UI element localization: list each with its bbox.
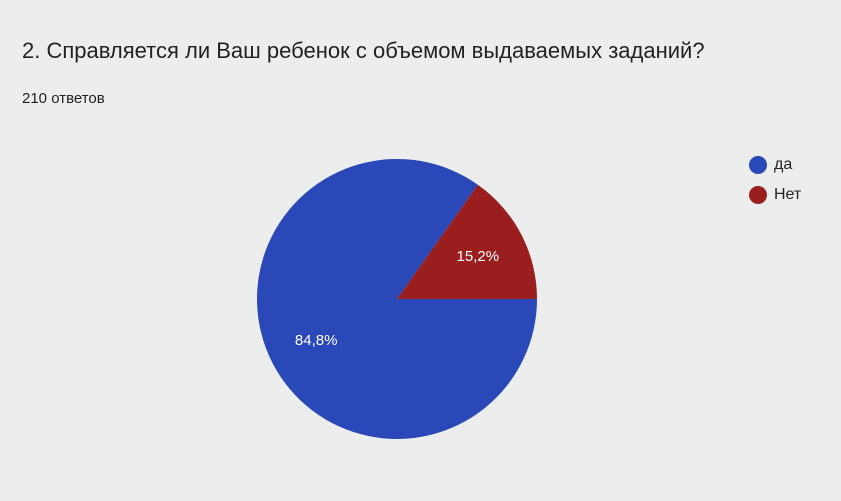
legend-label: Нет [774,186,802,203]
legend-label: да [774,156,792,173]
pie-slice [397,184,537,299]
legend-swatch [749,156,767,174]
legend-swatch [749,186,767,204]
slice-label: 84,8% [295,332,338,349]
slice-label: 15,2% [457,248,500,265]
chart-title: 2. Справляется ли Ваш ребенок с объемом … [22,38,705,63]
chart-subtitle: 210 ответов [22,90,105,107]
